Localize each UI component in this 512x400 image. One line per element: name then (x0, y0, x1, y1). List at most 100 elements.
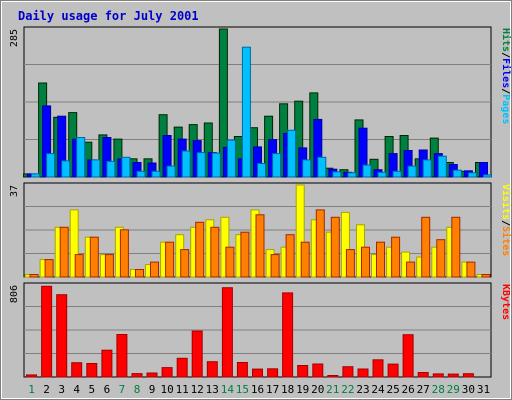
x-tick-label: 14 (221, 383, 235, 396)
x-tick-label: 9 (149, 383, 156, 396)
bar-pages-day-26 (407, 165, 417, 178)
bar-kbytes-day-29 (447, 373, 459, 378)
x-tick-label: 28 (432, 383, 445, 396)
bar-pages-day-5 (91, 159, 101, 178)
y-max-label-visitors: 37 (9, 185, 20, 197)
bar-sites-day-12 (195, 221, 205, 278)
bar-sites-day-29 (451, 216, 461, 278)
bar-pages-day-21 (332, 171, 342, 178)
x-tick-label: 11 (176, 383, 189, 396)
bar-pages-day-22 (347, 172, 357, 178)
bar-pages-day-15 (241, 46, 251, 178)
bar-kbytes-day-12 (191, 330, 203, 378)
bar-pages-day-19 (302, 159, 312, 178)
bar-pages-day-14 (226, 139, 236, 178)
bar-kbytes-day-28 (432, 373, 444, 378)
bar-kbytes-day-27 (417, 372, 429, 378)
bar-kbytes-day-22 (342, 366, 354, 378)
bar-visits-day-4 (69, 209, 79, 278)
panel-kbytes: 806 KBytes (9, 282, 511, 378)
bar-sites-day-3 (59, 226, 69, 278)
bar-sites-day-27 (421, 216, 431, 278)
bar-sites-day-5 (89, 236, 99, 278)
bar-kbytes-day-7 (116, 334, 128, 378)
x-tick-label: 19 (296, 383, 309, 396)
bar-pages-day-10 (166, 165, 176, 178)
bar-pages-day-7 (121, 156, 131, 178)
y-max-label-kbytes: 806 (9, 285, 20, 303)
x-tick-label: 24 (371, 383, 385, 396)
axis-title-pages: Pages (500, 94, 511, 124)
bar-sites-day-31 (481, 274, 491, 278)
x-tick-label: 8 (134, 383, 141, 396)
bar-kbytes-day-8 (131, 373, 143, 378)
bar-kbytes-day-20 (312, 363, 324, 378)
bar-pages-day-13 (211, 152, 221, 178)
bar-pages-day-27 (422, 159, 432, 178)
x-tick-label: 26 (401, 383, 414, 396)
x-tick-label: 31 (477, 383, 490, 396)
axis-title-sites: Sites (500, 226, 512, 256)
bar-sites-day-15 (240, 231, 250, 278)
panel-group: 285 Hits/Files/Pages 37 Visits/Sites 806 KByt… (9, 26, 512, 378)
bar-pages-day-31 (483, 174, 492, 178)
axis-title-hits: Hits (500, 28, 512, 52)
bar-pages-day-18 (287, 129, 297, 178)
bar-sites-day-26 (406, 261, 416, 278)
chart-title: Daily usage for July 2001 (18, 9, 199, 23)
x-tick-label: 15 (236, 383, 249, 396)
bar-kbytes-day-21 (327, 375, 339, 378)
bar-kbytes-day-6 (101, 349, 113, 378)
bar-kbytes-day-23 (357, 368, 369, 378)
x-tick-label: 25 (386, 383, 399, 396)
bar-kbytes-day-30 (462, 373, 474, 378)
x-tick-label: 1 (28, 383, 35, 396)
x-tick-label: 30 (462, 383, 475, 396)
bar-kbytes-day-25 (387, 363, 399, 378)
panel-traffic: 285 Hits/Files/Pages (9, 26, 512, 178)
bar-sites-day-16 (255, 214, 265, 278)
bar-sites-day-21 (330, 216, 340, 278)
bar-sites-day-9 (150, 261, 159, 278)
bar-pages-day-2 (46, 153, 56, 178)
bar-pages-day-11 (181, 150, 191, 178)
bar-sites-day-30 (466, 261, 476, 278)
bar-sites-day-17 (270, 254, 280, 278)
bar-kbytes-day-5 (86, 363, 98, 378)
x-tick-label: 20 (311, 383, 324, 396)
bar-kbytes-day-24 (372, 359, 384, 378)
bar-sites-day-1 (29, 274, 39, 278)
x-tick-label: 18 (281, 383, 294, 396)
bar-kbytes-day-9 (146, 372, 158, 378)
bar-sites-day-25 (391, 236, 401, 278)
bar-pages-day-17 (272, 153, 282, 178)
bar-visits-day-19 (295, 184, 305, 278)
panel-visitors: 37 Visits/Sites (9, 182, 512, 278)
bar-pages-day-20 (317, 156, 327, 178)
bar-kbytes-day-2 (41, 285, 53, 378)
axis-title-files: Files (500, 58, 512, 88)
bar-sites-day-28 (436, 239, 446, 278)
bar-kbytes-day-1 (26, 374, 37, 378)
bar-pages-day-16 (257, 163, 266, 178)
bar-sites-day-2 (44, 259, 54, 278)
x-tick-label: 22 (341, 383, 354, 396)
bar-kbytes-day-14 (221, 287, 233, 378)
bar-sites-day-14 (225, 246, 235, 278)
bar-sites-day-19 (300, 241, 310, 278)
bar-sites-day-24 (376, 241, 385, 278)
x-tick-label: 12 (191, 383, 204, 396)
bar-sites-day-18 (285, 234, 295, 278)
y-max-label-traffic: 285 (9, 29, 20, 47)
x-tick-label: 21 (326, 383, 339, 396)
x-tick-label: 27 (417, 383, 430, 396)
y-axis-title-kbytes: KBytes (500, 284, 511, 320)
bar-kbytes-day-4 (71, 362, 83, 378)
bar-sites-day-20 (315, 209, 325, 278)
bar-pages-day-24 (377, 171, 387, 178)
bar-pages-day-25 (392, 170, 402, 178)
x-tick-label: 23 (356, 383, 369, 396)
bar-kbytes-day-26 (402, 334, 414, 378)
x-tick-label: 2 (43, 383, 50, 396)
bar-pages-day-30 (467, 172, 477, 178)
